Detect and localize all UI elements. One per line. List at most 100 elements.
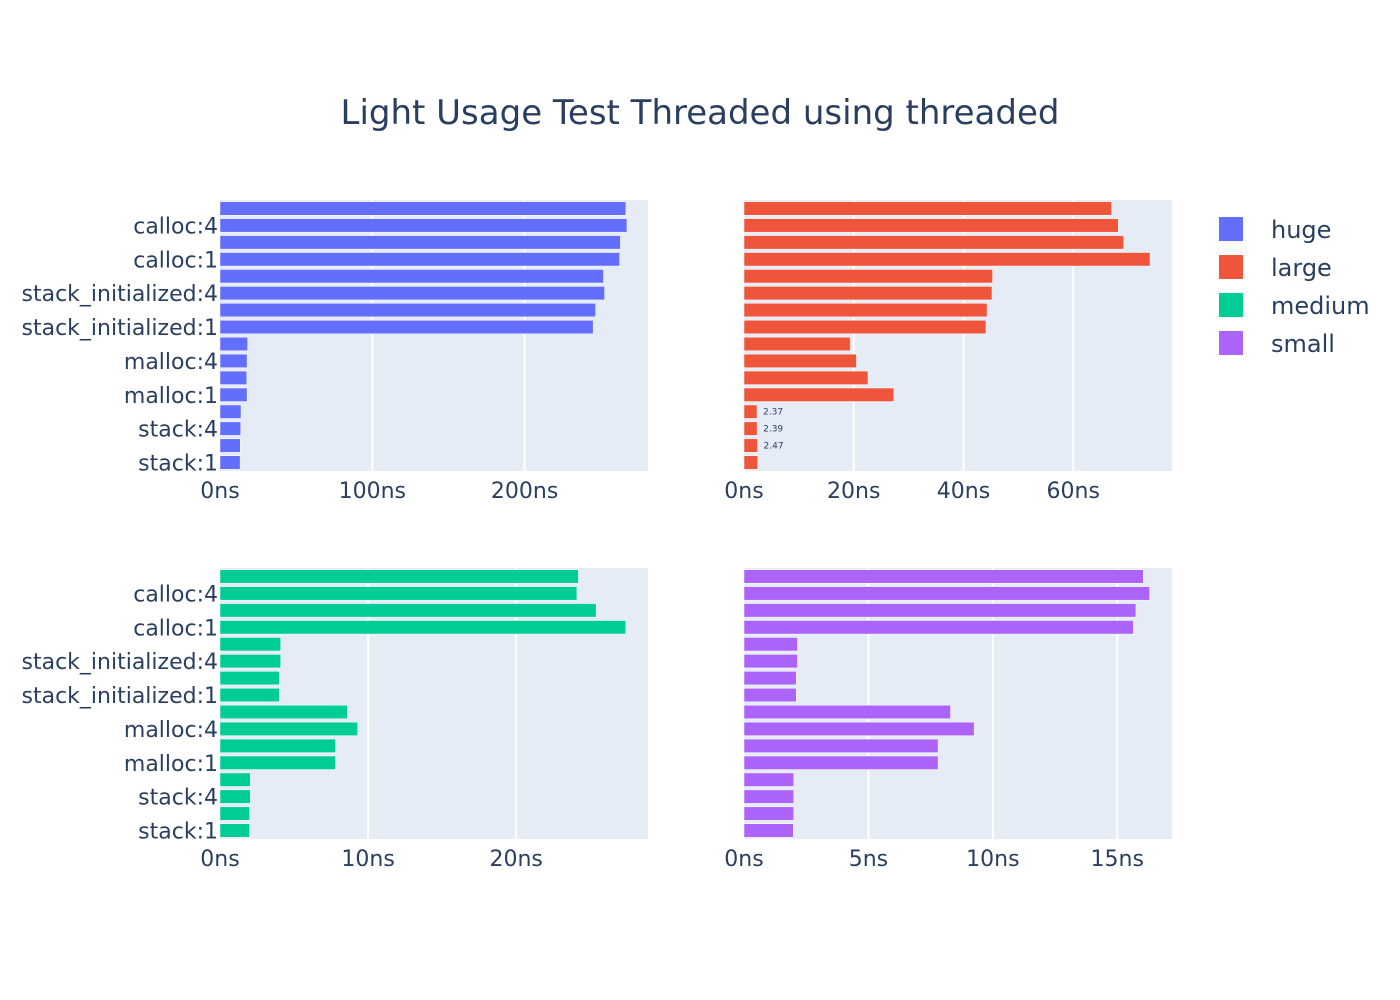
bar-huge-14[interactable] (219, 438, 241, 453)
bar-small-0[interactable] (743, 569, 1144, 584)
y-tick-label: stack:4 (138, 786, 218, 811)
bar-medium-0[interactable] (219, 569, 579, 584)
x-tick-label: 0ns (724, 479, 763, 504)
bar-huge-1[interactable] (219, 218, 628, 233)
bar-large-3[interactable] (743, 252, 1151, 267)
x-tick-label: 20ns (827, 479, 880, 504)
legend-swatch (1219, 217, 1243, 241)
bar-small-12[interactable] (743, 772, 795, 787)
subplot-medium: 0ns 10ns 20ns calloc:4 calloc:1 stack_initial… (22, 568, 648, 872)
bar-small-13[interactable] (743, 789, 795, 804)
bar-large-10[interactable] (743, 370, 869, 385)
bar-large-14[interactable] (743, 438, 758, 453)
y-tick-label: stack_initialized:4 (22, 282, 218, 307)
subplot-large: 2.37 2.39 2.47 0ns 20ns 40ns 60ns (724, 200, 1172, 504)
bar-medium-7[interactable] (219, 688, 280, 703)
bar-large-11[interactable] (743, 387, 895, 402)
bar-large-6[interactable] (743, 303, 988, 318)
legend-item-large[interactable]: large (1219, 254, 1332, 282)
legend[interactable]: huge large medium small (1219, 216, 1370, 358)
bar-small-1[interactable] (743, 586, 1150, 601)
y-tick-label: malloc:1 (124, 384, 218, 409)
legend-item-small[interactable]: small (1219, 330, 1335, 358)
bar-large-2[interactable] (743, 235, 1124, 250)
bar-large-7[interactable] (743, 320, 987, 335)
bar-huge-2[interactable] (219, 235, 621, 250)
bar-small-6[interactable] (743, 671, 797, 686)
x-tick-label: 0ns (200, 847, 239, 872)
bar-huge-13[interactable] (219, 421, 241, 436)
bar-large-8[interactable] (743, 336, 851, 351)
bar-large-0[interactable] (743, 201, 1112, 216)
bar-small-7[interactable] (743, 688, 797, 703)
bar-medium-14[interactable] (219, 806, 250, 821)
legend-label: huge (1271, 216, 1331, 244)
x-tick-label: 200ns (491, 479, 558, 504)
bar-medium-8[interactable] (219, 704, 348, 719)
y-tick-label: calloc:1 (133, 616, 218, 641)
bar-huge-3[interactable] (219, 252, 620, 267)
bar-small-5[interactable] (743, 654, 798, 669)
bar-medium-4[interactable] (219, 637, 281, 652)
bar-huge-4[interactable] (219, 269, 604, 284)
y-tick-label: calloc:4 (133, 582, 218, 607)
bar-small-3[interactable] (743, 620, 1134, 635)
legend-item-huge[interactable]: huge (1219, 216, 1331, 244)
x-tick-label: 40ns (937, 479, 990, 504)
bar-huge-9[interactable] (219, 353, 248, 368)
bar-large-9[interactable] (743, 353, 857, 368)
bar-medium-9[interactable] (219, 721, 358, 736)
bar-large-13[interactable] (743, 421, 758, 436)
bar-huge-8[interactable] (219, 336, 248, 351)
bar-medium-2[interactable] (219, 603, 597, 618)
y-tick-label: malloc:1 (124, 752, 218, 777)
bar-label: 2.47 (764, 442, 784, 452)
bar-small-14[interactable] (743, 806, 795, 821)
x-tick-label: 10ns (341, 847, 394, 872)
bar-medium-1[interactable] (219, 586, 578, 601)
bar-medium-11[interactable] (219, 755, 336, 770)
bar-huge-10[interactable] (219, 370, 248, 385)
y-tick-label: malloc:4 (124, 350, 218, 375)
y-tick-label: calloc:1 (133, 248, 218, 273)
bar-small-15[interactable] (743, 823, 794, 838)
bar-label: 2.37 (763, 408, 783, 418)
bar-medium-12[interactable] (219, 772, 251, 787)
bar-small-11[interactable] (743, 755, 939, 770)
bar-medium-15[interactable] (219, 823, 250, 838)
bar-huge-15[interactable] (219, 455, 241, 470)
bar-large-5[interactable] (743, 286, 993, 301)
y-tick-label: stack_initialized:1 (22, 316, 218, 341)
bar-small-4[interactable] (743, 637, 798, 652)
bar-small-8[interactable] (743, 704, 951, 719)
bar-small-2[interactable] (743, 603, 1137, 618)
legend-label: small (1271, 330, 1335, 358)
y-tick-label: malloc:4 (124, 718, 218, 743)
bar-large-15[interactable] (743, 455, 758, 470)
bar-large-4[interactable] (743, 269, 993, 284)
bar-medium-6[interactable] (219, 671, 280, 686)
subplot-small: 0ns 5ns 10ns 15ns (724, 568, 1172, 872)
bar-huge-12[interactable] (219, 404, 242, 419)
bar-huge-6[interactable] (219, 303, 596, 318)
bar-medium-13[interactable] (219, 789, 251, 804)
bar-huge-11[interactable] (219, 387, 248, 402)
bar-medium-10[interactable] (219, 738, 336, 753)
chart-title: Light Usage Test Threaded using threaded (341, 93, 1060, 133)
bar-huge-7[interactable] (219, 320, 594, 335)
legend-item-medium[interactable]: medium (1219, 292, 1370, 320)
bar-huge-5[interactable] (219, 286, 605, 301)
bar-medium-5[interactable] (219, 654, 281, 669)
subplots: 0ns 100ns 200ns calloc:4 calloc:1 stack_initi… (22, 200, 1172, 872)
bar-small-9[interactable] (743, 721, 975, 736)
bar-huge-0[interactable] (219, 201, 627, 216)
y-tick-label: stack_initialized:4 (22, 650, 218, 675)
bar-medium-3[interactable] (219, 620, 627, 635)
bar-small-10[interactable] (743, 738, 939, 753)
x-tick-label: 0ns (724, 847, 763, 872)
x-tick-label: 100ns (339, 479, 406, 504)
bar-large-1[interactable] (743, 218, 1119, 233)
bar-large-12[interactable] (743, 404, 758, 419)
